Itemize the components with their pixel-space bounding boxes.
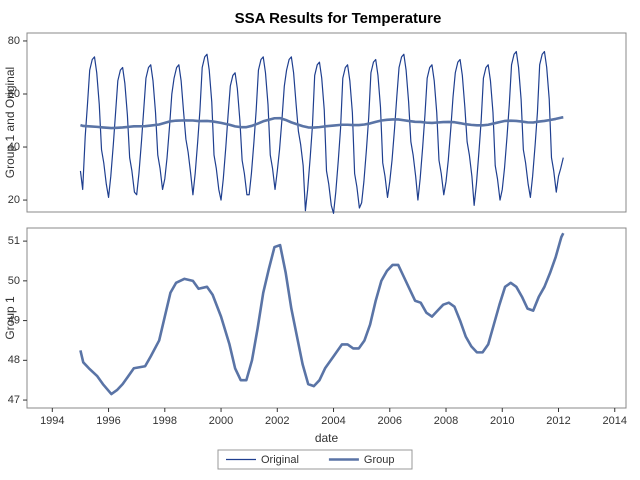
plot-area [26, 227, 627, 409]
x-tick-label: 2006 [378, 415, 402, 427]
y-tick-label: 51 [8, 235, 20, 247]
legend-label: Group [364, 454, 395, 466]
x-axis-label: date [315, 431, 339, 445]
series-line [79, 50, 564, 214]
x-tick-label: 2000 [209, 415, 233, 427]
y-tick-label: 80 [8, 35, 20, 47]
x-tick-label: 2014 [603, 415, 627, 427]
y-axis-label: Group 1 and Original [3, 67, 17, 178]
x-tick-label: 1998 [153, 415, 177, 427]
y-tick-label: 47 [8, 394, 20, 406]
x-tick-label: 2002 [265, 415, 289, 427]
x-tick-label: 2012 [546, 415, 570, 427]
x-tick-label: 1996 [96, 415, 120, 427]
y-axis-label: Group 1 [3, 296, 17, 340]
x-tick-label: 2010 [490, 415, 514, 427]
y-tick-label: 40 [8, 141, 20, 153]
y-tick-label: 20 [8, 194, 20, 206]
y-tick-label: 49 [8, 314, 20, 326]
x-tick-label: 2008 [434, 415, 458, 427]
series-line [80, 116, 564, 130]
y-tick-label: 48 [8, 354, 20, 366]
legend-label: Original [261, 454, 299, 466]
chart-title: SSA Results for Temperature [235, 10, 442, 27]
legend-box [217, 449, 413, 470]
series-line [79, 232, 565, 396]
y-tick-label: 60 [8, 88, 20, 100]
x-tick-label: 2004 [321, 415, 345, 427]
x-tick-label: 1994 [40, 415, 64, 427]
y-tick-label: 50 [8, 275, 20, 287]
plot-area [26, 32, 627, 213]
